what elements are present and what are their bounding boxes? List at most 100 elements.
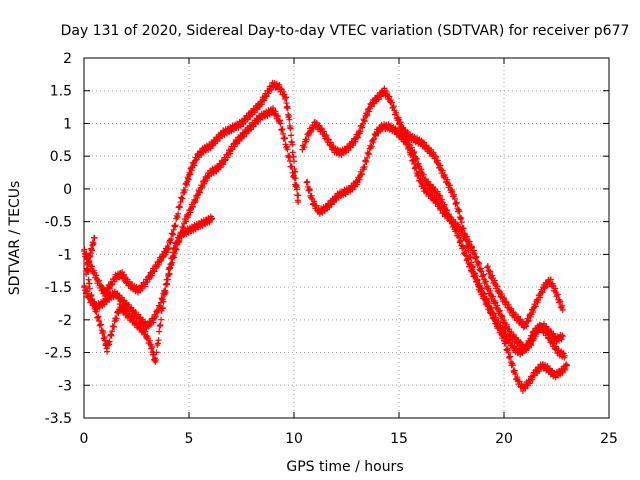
y-tick-label: 2 (63, 51, 72, 67)
data-point (91, 300, 98, 307)
data-point (361, 117, 368, 124)
data-point (311, 198, 318, 205)
data-point (433, 196, 440, 203)
data-point (477, 265, 484, 272)
data-point (277, 120, 284, 127)
y-tick-label: -1 (58, 247, 72, 263)
data-point (187, 170, 194, 177)
data-point (133, 318, 140, 325)
data-point (284, 146, 291, 153)
data-point (284, 105, 291, 112)
data-point (151, 268, 158, 275)
data-point (303, 179, 310, 186)
data-point (172, 222, 179, 229)
data-point (354, 134, 361, 141)
data-point (323, 132, 330, 139)
y-tick-label: 1 (63, 116, 72, 132)
data-point (142, 328, 149, 335)
data-point (198, 184, 205, 191)
data-point (113, 315, 120, 322)
data-point (466, 238, 473, 245)
data-point (157, 322, 164, 329)
data-point (90, 270, 97, 277)
data-point (109, 323, 116, 330)
data-point (511, 367, 518, 374)
data-point (93, 272, 100, 279)
data-point (313, 202, 320, 209)
data-point (494, 302, 501, 309)
x-tick-label: 5 (185, 431, 194, 447)
data-point (84, 267, 91, 274)
data-point (189, 204, 196, 211)
data-point (95, 277, 102, 284)
data-point (503, 321, 510, 328)
data-point (188, 167, 195, 174)
data-point (165, 272, 171, 279)
data-point (449, 188, 456, 195)
data-point (84, 288, 91, 295)
data-point (227, 150, 234, 157)
data-point (413, 164, 420, 171)
data-point (473, 253, 480, 260)
data-point (494, 283, 501, 290)
data-point (176, 203, 183, 210)
data-point (459, 227, 466, 234)
x-tick-label: 25 (600, 431, 618, 447)
data-points (81, 79, 570, 395)
data-point (169, 230, 176, 237)
data-point (413, 155, 420, 162)
data-point (182, 186, 189, 193)
data-point (522, 385, 529, 392)
data-point (554, 291, 561, 298)
data-point (411, 165, 418, 172)
data-point (403, 137, 410, 144)
y-tick-label: -3 (58, 378, 72, 394)
data-point (141, 283, 148, 290)
data-point (512, 370, 519, 377)
data-point (220, 161, 227, 168)
data-point (306, 187, 313, 194)
series-track-g (396, 119, 566, 354)
data-point (483, 295, 490, 302)
data-point (364, 111, 371, 118)
data-point (474, 276, 481, 283)
data-point (98, 321, 105, 328)
data-point (308, 192, 315, 199)
y-tick-label: -2 (58, 313, 72, 329)
data-point (432, 153, 439, 160)
data-point (164, 276, 171, 283)
data-point (466, 261, 473, 268)
data-point (509, 362, 516, 369)
data-point (396, 119, 403, 126)
data-point (166, 265, 173, 272)
data-point (191, 162, 198, 169)
data-point (487, 268, 494, 275)
data-point (537, 294, 544, 301)
data-point (498, 291, 505, 298)
data-point (408, 151, 415, 158)
data-point (162, 289, 169, 296)
data-point (484, 263, 491, 270)
data-point (293, 186, 300, 193)
data-point (191, 196, 198, 203)
data-point (81, 282, 88, 289)
data-point (362, 158, 369, 165)
data-point (497, 322, 504, 329)
data-point (464, 256, 471, 263)
data-point (109, 328, 116, 335)
data-point (496, 307, 503, 314)
data-point (559, 332, 566, 339)
y-tick-label: -0.5 (45, 215, 72, 231)
data-point (265, 90, 272, 97)
data-point (434, 157, 441, 164)
data-point (559, 307, 566, 313)
data-point (143, 335, 150, 342)
data-point (170, 226, 177, 233)
data-point (156, 328, 163, 335)
data-point (158, 316, 165, 323)
x-tick-label: 20 (495, 431, 513, 447)
data-point (406, 144, 413, 151)
data-point (457, 237, 464, 244)
y-tick-label: -2.5 (45, 346, 72, 362)
data-point (399, 126, 406, 133)
